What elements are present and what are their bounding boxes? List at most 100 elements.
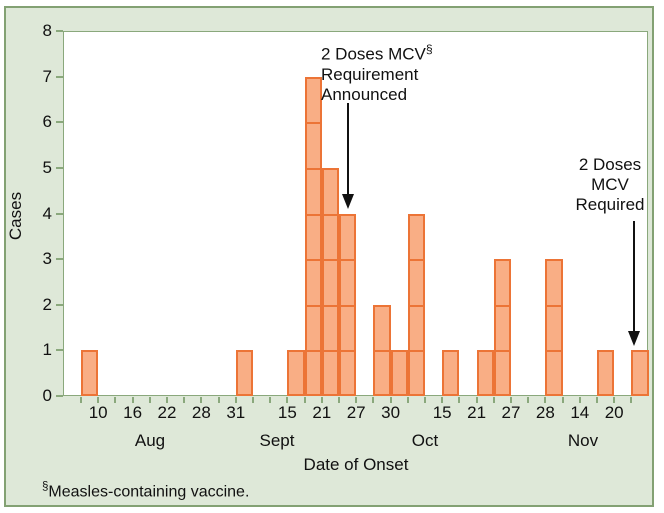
x-axis-tick-label: 22	[157, 403, 177, 422]
case-segment-divider	[409, 259, 423, 262]
x-axis-tick	[252, 397, 254, 403]
x-axis-tick	[217, 397, 220, 403]
x-axis-month-label: Nov	[567, 431, 599, 450]
x-axis-tick	[630, 397, 633, 403]
x-axis-tick	[80, 397, 82, 403]
announced-arrow-head-icon	[342, 194, 354, 209]
x-axis-tick-label: 28	[535, 403, 555, 422]
x-axis-tick-label: 31	[226, 403, 246, 422]
x-axis-tick	[234, 397, 237, 403]
x-axis-month-label: Sept	[259, 431, 295, 450]
annotation-mcv-required: 2 Doses MCV Required	[570, 155, 650, 215]
announced-arrow-line	[347, 103, 349, 195]
x-axis-tick-label: 30	[381, 403, 401, 422]
case-bar	[442, 350, 460, 396]
x-axis-tick	[355, 397, 358, 403]
x-axis-tick-label: 10	[88, 403, 108, 422]
annotation-line: 2 Doses MCV§	[321, 39, 433, 65]
case-segment-divider	[341, 350, 355, 353]
x-axis-tick	[303, 397, 306, 403]
case-segment-divider	[306, 213, 320, 216]
x-axis-tick	[286, 397, 289, 403]
case-segment-divider	[495, 350, 509, 353]
y-axis-tick-label: 5	[42, 157, 52, 177]
x-axis-tick	[269, 397, 272, 403]
x-axis-tick	[166, 397, 168, 403]
case-bar	[545, 259, 563, 396]
y-axis-tick	[56, 121, 63, 124]
y-axis-tick-label: 0	[42, 386, 52, 405]
case-bar	[597, 350, 615, 396]
x-axis-tick	[458, 397, 461, 403]
annotation-line: Announced	[321, 84, 408, 104]
x-axis-tick	[578, 397, 581, 403]
x-axis-tick-label: 15	[432, 403, 452, 422]
annotation-text: 2 Doses MCV	[321, 44, 426, 64]
x-axis-tick	[596, 397, 598, 403]
x-axis-tick-label: 20	[604, 403, 624, 422]
x-axis-tick-label: 21	[312, 403, 332, 422]
x-axis-tick	[372, 397, 375, 403]
y-axis-tick-label: 3	[42, 249, 52, 269]
y-axis-tick-label: 2	[42, 294, 52, 314]
x-axis-tick	[389, 397, 392, 403]
y-axis-tick-label: 6	[42, 112, 52, 132]
x-axis-month-label: Aug	[134, 431, 166, 450]
case-segment-divider	[306, 304, 320, 307]
footnote: §Measles-containing vaccine.	[42, 481, 249, 501]
section-symbol: §	[42, 481, 49, 493]
x-axis-tick	[441, 397, 444, 403]
case-segment-divider	[323, 304, 337, 307]
case-segment-divider	[306, 350, 320, 353]
x-axis-tick	[492, 397, 495, 403]
x-axis-tick	[338, 397, 340, 403]
x-axis-tick	[424, 397, 426, 403]
case-bar	[493, 259, 511, 396]
x-axis-tick	[544, 397, 547, 403]
annotation-line: 2 Doses	[578, 155, 642, 174]
case-bar	[287, 350, 305, 396]
annotation-line: Requirement	[321, 64, 419, 84]
y-axis-tick-label: 8	[42, 21, 52, 40]
x-axis-tick	[527, 397, 530, 403]
case-segment-divider	[306, 122, 320, 125]
case-segment-divider	[323, 350, 337, 353]
case-bar	[81, 350, 99, 396]
required-arrow-line	[633, 221, 635, 332]
y-axis-tick-label: 1	[42, 340, 52, 360]
y-axis-tick	[56, 349, 63, 352]
x-axis-tick	[114, 397, 117, 403]
case-segment-divider	[409, 350, 423, 353]
case-bar	[235, 350, 253, 396]
case-segment-divider	[323, 259, 337, 262]
footnote-text: Measles-containing vaccine.	[48, 483, 250, 501]
x-axis-tick-label: 28	[191, 403, 211, 422]
x-axis-tick	[510, 397, 512, 403]
x-axis-tick	[200, 397, 203, 403]
y-axis-tick	[56, 258, 63, 261]
case-bar	[304, 76, 322, 396]
case-bar	[321, 167, 339, 396]
case-segment-divider	[323, 213, 337, 216]
case-bar	[373, 304, 391, 396]
case-segment-divider	[547, 304, 561, 307]
x-axis-tick	[613, 397, 616, 403]
y-axis-title: Cases	[6, 191, 25, 241]
case-bar	[476, 350, 494, 396]
case-segment-divider	[375, 350, 389, 353]
x-axis-tick	[561, 397, 564, 403]
y-axis-tick	[56, 303, 63, 306]
annotation-line: Required	[575, 195, 645, 214]
x-axis-tick	[148, 397, 151, 403]
y-axis-tick-label: 4	[42, 203, 52, 223]
x-axis-tick-label: 21	[467, 403, 487, 422]
y-axis-tick	[56, 75, 63, 78]
y-axis-tick	[56, 30, 63, 32]
y-axis-tick	[56, 212, 63, 215]
y-axis-tick-label: 7	[42, 66, 52, 86]
case-segment-divider	[306, 259, 320, 262]
case-segment-divider	[495, 304, 509, 307]
x-axis-tick-label: 27	[501, 403, 521, 422]
case-segment-divider	[547, 350, 561, 353]
